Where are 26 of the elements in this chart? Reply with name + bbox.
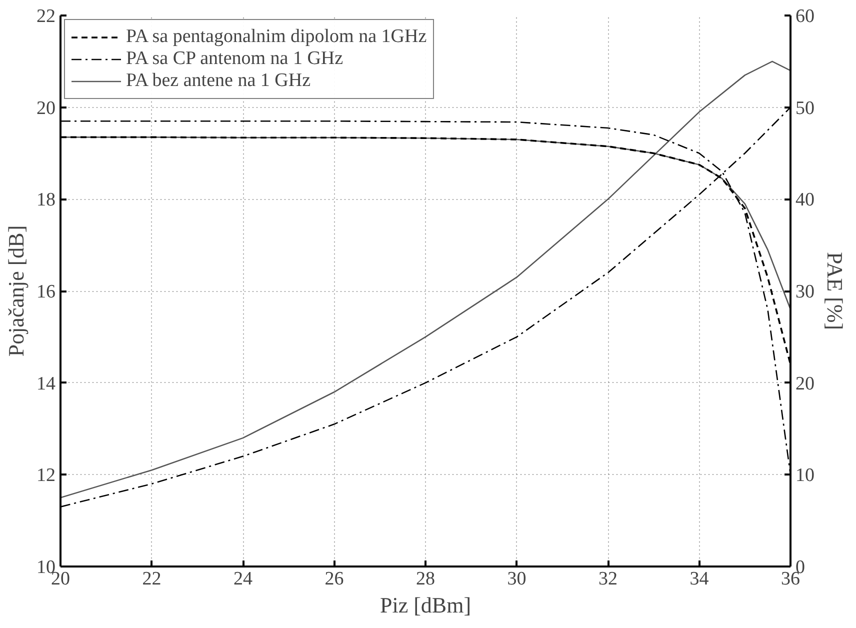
y-tick-label: 16 (36, 282, 56, 302)
y-tick-label: 20 (36, 98, 56, 119)
x-tick-label: 34 (690, 568, 710, 590)
y2-tick-label: 30 (796, 282, 814, 302)
y2-axis-title: PAE [%] (822, 252, 848, 330)
y-tick-label: 14 (36, 373, 56, 394)
x-tick-label: 24 (234, 568, 253, 590)
x-tick-label: 26 (324, 568, 344, 590)
y-tick-label: 22 (36, 6, 56, 27)
x-tick-label: 30 (507, 568, 526, 590)
x-tick-label: 28 (416, 568, 435, 590)
y-axis-title: Pojačanje [dB] (4, 225, 28, 357)
y2-tick-label: 10 (796, 465, 814, 486)
y-tick-label: 10 (36, 557, 56, 578)
y2-tick-label: 20 (796, 373, 814, 394)
y-tick-label: 12 (36, 465, 56, 486)
y2-tick-label: 50 (796, 98, 814, 119)
x-tick-label: 32 (598, 568, 618, 590)
x-tick-label: 22 (142, 568, 162, 590)
legend-label: PA sa CP antenom na 1 GHz (126, 48, 344, 70)
y2-tick-label: 40 (796, 190, 814, 211)
legend-label: PA sa pentagonalnim dipolom na 1GHz (126, 26, 427, 48)
legend-label: PA bez antene na 1 GHz (126, 70, 310, 92)
y2-tick-label: 60 (796, 6, 814, 27)
y-tick-label: 18 (36, 190, 56, 211)
x-axis-title: Piz [dBm] (380, 592, 472, 618)
